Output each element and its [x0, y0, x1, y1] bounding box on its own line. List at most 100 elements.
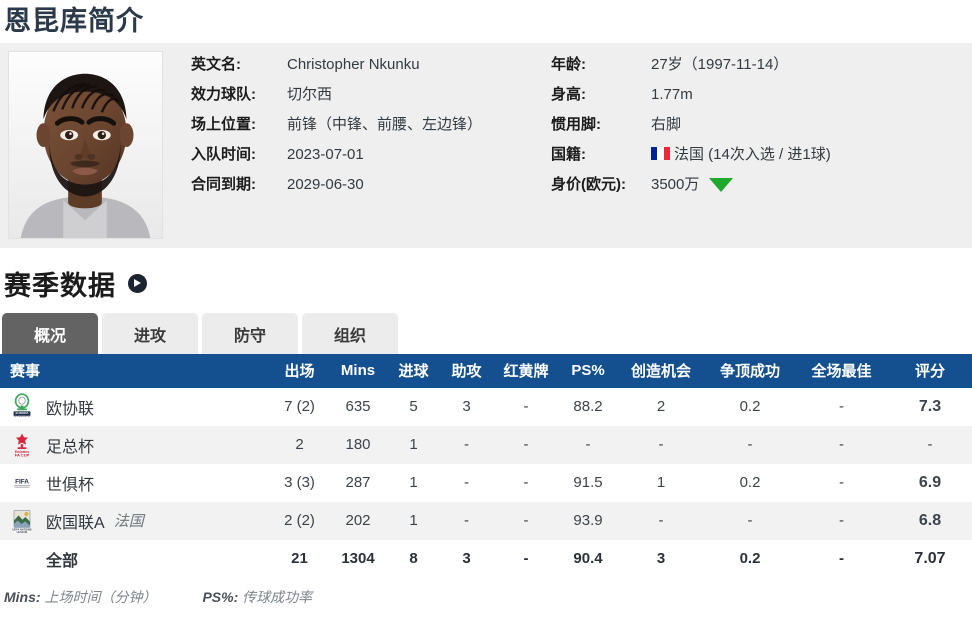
info-label: 国籍: — [551, 145, 586, 163]
table-total-row: 全部 21 1304 8 3 - 90.4 3 0.2 - 7.07 — [0, 539, 972, 578]
legend-item-pass-pct: PS%: 传球成功率 — [202, 587, 312, 607]
column-header-man-of-the-match[interactable]: 全场最佳 — [795, 353, 888, 388]
column-header-cards[interactable]: 红黄牌 — [493, 353, 559, 388]
info-row-club: 效力球队: 切尔西 — [191, 85, 551, 104]
portrait-illustration — [9, 51, 162, 238]
tab-attack[interactable]: 进攻 — [102, 312, 198, 354]
info-value: 1.77m — [651, 85, 693, 103]
cell-motm: - — [795, 425, 888, 464]
tab-defense[interactable]: 防守 — [202, 312, 298, 354]
info-value: 2023-07-01 — [287, 145, 364, 163]
info-value: 切尔西 — [287, 85, 333, 103]
table-row[interactable]: Emirates FA CUP 足总杯 2 180 1 - - - - - - … — [0, 425, 972, 464]
tab-overview[interactable]: 概况 — [2, 312, 98, 354]
cell-mins: 180 — [329, 425, 387, 464]
cell-cards: - — [493, 387, 559, 426]
column-header-pass-pct[interactable]: PS% — [559, 353, 617, 388]
fa-cup-icon: Emirates FA CUP — [15, 433, 30, 457]
legend-key: Mins: — [4, 588, 41, 605]
svg-text:Emirates: Emirates — [15, 450, 29, 454]
svg-text:FIFA: FIFA — [15, 478, 29, 485]
cell-chances: - — [617, 425, 705, 464]
arrow-right-circle-icon[interactable] — [128, 273, 147, 293]
column-header-apps[interactable]: 出场 — [270, 353, 329, 388]
info-row-position: 场上位置: 前锋（中锋、前腰、左边锋） — [191, 115, 551, 134]
svg-text:UEFA NATIONS: UEFA NATIONS — [12, 527, 31, 531]
player-info-right-column: 年龄: 27岁（1997-11-14） 身高: 1.77m 惯用脚: 右脚 国籍… — [551, 55, 971, 205]
cell-assists-total: 3 — [440, 539, 493, 578]
legend-desc: 上场时间（分钟） — [44, 588, 157, 605]
cell-chances-total: 3 — [617, 539, 705, 578]
table-row[interactable]: UEFA NATIONS LEAGUE 欧国联A 法国 2 (2) 202 1 … — [0, 501, 972, 540]
player-photo — [8, 50, 163, 239]
table-row[interactable]: EUROPA CONFERENCE 欧协联 7 (2) 635 5 3 - 88… — [0, 387, 972, 426]
cell-pass-pct-total: 90.4 — [559, 539, 617, 578]
cell-motm: - — [795, 501, 888, 540]
cell-assists: - — [440, 501, 493, 540]
svg-text:EUROPA: EUROPA — [15, 411, 29, 415]
cell-assists: - — [440, 425, 493, 464]
info-row-age: 年龄: 27岁（1997-11-14） — [551, 55, 971, 74]
cell-cards-total: - — [493, 539, 559, 578]
cell-rating: - — [888, 425, 972, 464]
info-value: Christopher Nkunku — [287, 55, 420, 73]
cell-motm: - — [795, 463, 888, 502]
cell-goals: 1 — [387, 425, 440, 464]
column-header-competition[interactable]: 赛事 — [0, 353, 270, 388]
cell-competition: UEFA NATIONS LEAGUE 欧国联A 法国 — [0, 501, 270, 540]
competition-name: 欧协联 — [46, 400, 95, 418]
table-row[interactable]: FIFA 世俱杯 3 (3) 287 1 - - 91.5 1 0.2 - 6.… — [0, 463, 972, 502]
info-label: 惯用脚: — [551, 115, 601, 133]
info-label: 英文名: — [191, 55, 241, 73]
column-header-aerials-won[interactable]: 争顶成功 — [705, 353, 795, 388]
table-header-row: 赛事 出场 Mins 进球 助攻 红黄牌 PS% 创造机会 争顶成功 全场最佳 … — [0, 353, 972, 388]
cell-competition: Emirates FA CUP 足总杯 — [0, 425, 270, 464]
player-profile-panel: 英文名: Christopher Nkunku 效力球队: 切尔西 场上位置: … — [0, 42, 972, 248]
cell-competition: EUROPA CONFERENCE 欧协联 — [0, 387, 270, 426]
cell-pass-pct: 91.5 — [559, 463, 617, 502]
cell-assists: 3 — [440, 387, 493, 426]
cell-cards: - — [493, 463, 559, 502]
cell-rating: 6.8 — [888, 501, 972, 540]
svg-text:LEAGUE: LEAGUE — [17, 530, 28, 534]
competition-name: 世俱杯 — [46, 476, 95, 494]
cell-aerials: - — [705, 501, 795, 540]
competition-name: 足总杯 — [46, 438, 95, 456]
cell-goals: 1 — [387, 501, 440, 540]
cell-motm-total: - — [795, 539, 888, 578]
info-value: 27岁（1997-11-14） — [651, 55, 789, 73]
section-title: 赛季数据 — [4, 270, 116, 301]
competition-subtitle: 法国 — [113, 513, 144, 531]
column-header-assists[interactable]: 助攻 — [440, 353, 493, 388]
cell-apps: 3 (3) — [270, 463, 329, 502]
cell-mins-total: 1304 — [329, 539, 387, 578]
uefa-conference-league-icon: EUROPA CONFERENCE — [13, 393, 32, 418]
info-row-preferred-foot: 惯用脚: 右脚 — [551, 115, 971, 134]
cell-aerials-total: 0.2 — [705, 539, 795, 578]
cell-aerials: 0.2 — [705, 463, 795, 502]
info-label: 合同到期: — [191, 175, 256, 193]
info-row-joined-date: 入队时间: 2023-07-01 — [191, 145, 551, 164]
cell-assists: - — [440, 463, 493, 502]
cell-goals-total: 8 — [387, 539, 440, 578]
info-row-english-name: 英文名: Christopher Nkunku — [191, 55, 551, 74]
fifa-club-world-cup-icon: FIFA — [14, 478, 30, 488]
trend-down-icon — [709, 177, 734, 192]
cell-chances: 1 — [617, 463, 705, 502]
info-value-nationality: 法国 (14次入选 / 进1球) — [651, 145, 971, 164]
cell-aerials: - — [705, 425, 795, 464]
column-header-mins[interactable]: Mins — [329, 353, 387, 388]
info-value-market-value: 3500万 — [651, 175, 971, 194]
column-header-rating[interactable]: 评分 — [888, 353, 972, 388]
info-label: 身高: — [551, 85, 586, 103]
info-label: 身价(欧元): — [551, 175, 626, 193]
info-label: 场上位置: — [191, 115, 256, 133]
info-label: 入队时间: — [191, 145, 256, 163]
season-tabs: 概况 进攻 防守 组织 — [0, 312, 972, 354]
tab-organization[interactable]: 组织 — [302, 312, 398, 354]
column-header-goals[interactable]: 进球 — [387, 353, 440, 388]
info-value: 2029-06-30 — [287, 175, 364, 193]
column-header-chances-created[interactable]: 创造机会 — [617, 353, 705, 388]
page-title: 恩昆库简介 — [4, 6, 144, 36]
cell-pass-pct: 93.9 — [559, 501, 617, 540]
